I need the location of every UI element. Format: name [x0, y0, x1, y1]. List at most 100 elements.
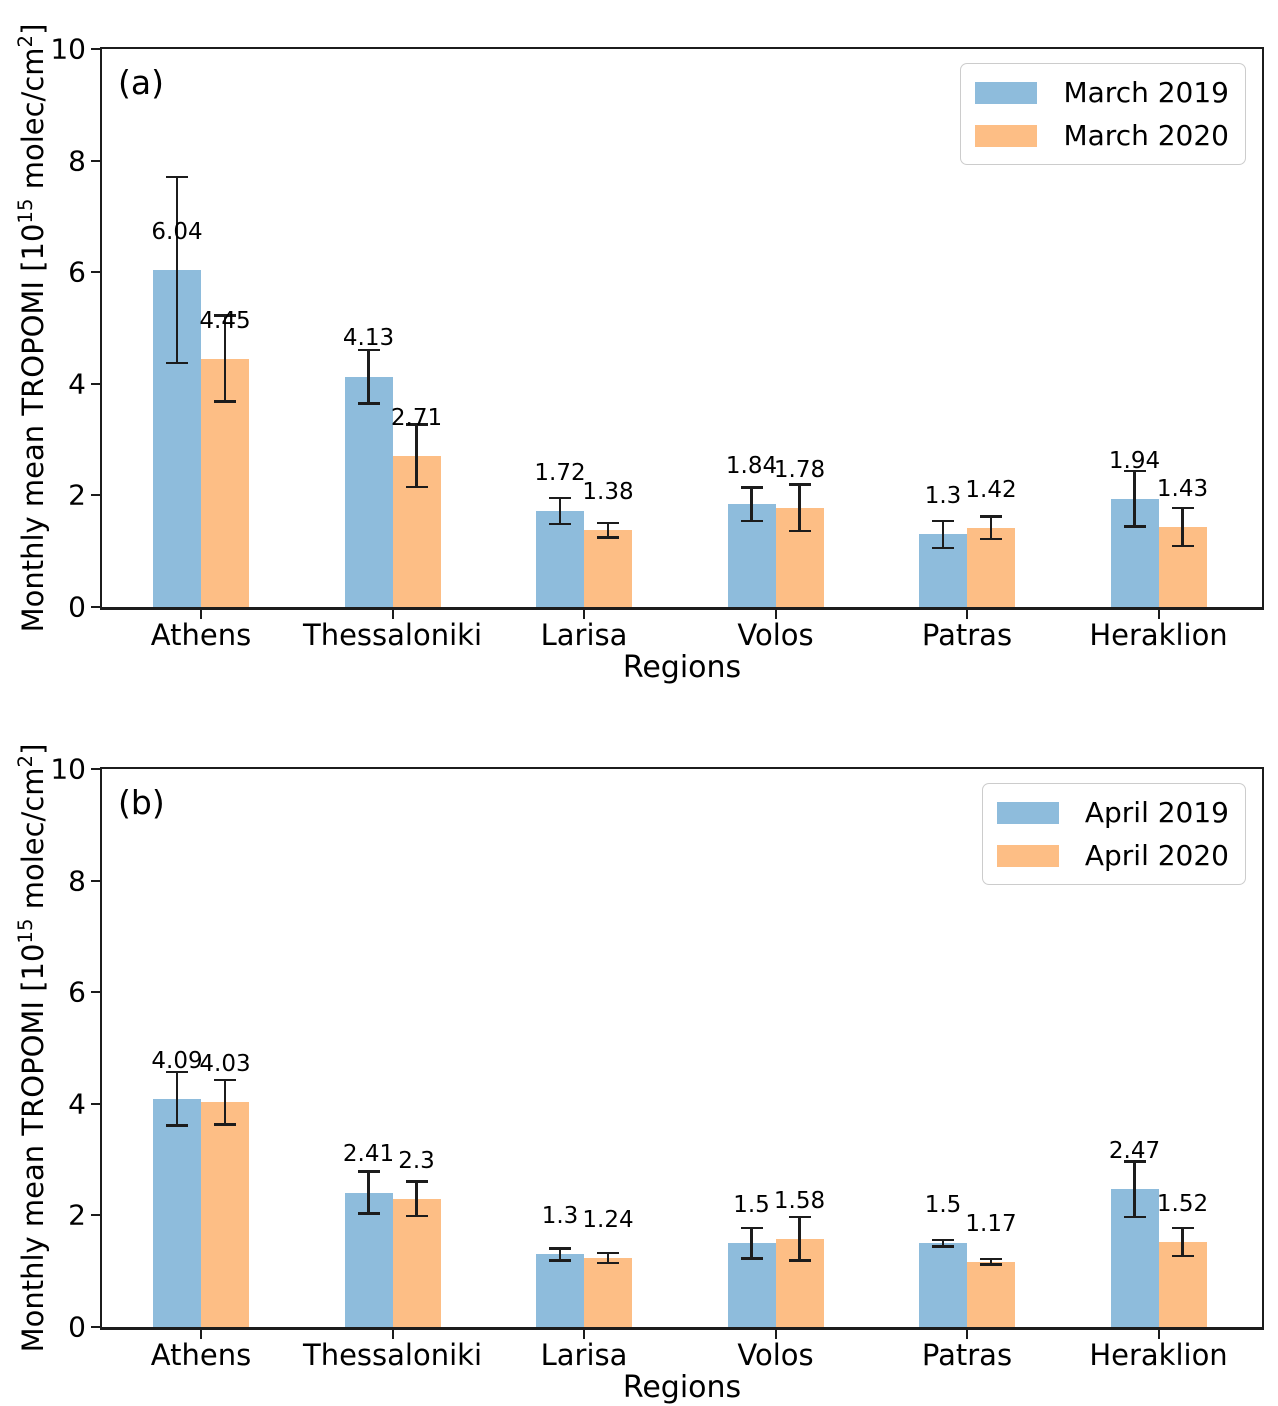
error-bar-cap-top: [788, 483, 811, 486]
error-bar-cap-bottom: [405, 1214, 428, 1218]
error-bar-cap-bottom: [357, 402, 380, 405]
error-bar-line: [223, 1079, 227, 1125]
y-axis-tick: [91, 1214, 100, 1217]
panel-b-plot-area: (b) Monthly mean TROPOMI [1015 molec/cm2…: [14, 744, 1264, 1405]
panel-b-legend: April 2019 April 2020: [981, 783, 1246, 885]
legend-label: April 2019: [1084, 796, 1229, 829]
error-bar-cap-top: [214, 314, 236, 317]
y-axis-tick: [91, 494, 100, 497]
y-tick-label: 10: [50, 32, 86, 66]
legend-swatch: [975, 124, 1038, 147]
error-bar-cap-bottom: [405, 485, 428, 489]
y-axis-tick: [91, 768, 100, 770]
error-bar-line: [750, 1228, 753, 1259]
error-bar-cap-top: [357, 348, 380, 352]
y-tick-label: 4: [68, 367, 86, 401]
error-bar-line: [1133, 1161, 1136, 1218]
bar-value-label: 1.94: [1108, 447, 1161, 474]
error-bar-line: [941, 521, 945, 548]
x-axis-tick: [774, 1330, 777, 1339]
bar-value-label: 4.45: [199, 307, 251, 334]
y-tick-label: 0: [68, 1310, 86, 1344]
x-tick-label: Heraklion: [1089, 618, 1228, 652]
bar-value-label: 1.58: [773, 1187, 826, 1214]
legend-swatch: [996, 801, 1059, 824]
bar: [584, 1257, 632, 1327]
x-tick-label: Larisa: [540, 1338, 628, 1372]
x-tick-label: Heraklion: [1089, 1338, 1228, 1372]
legend-label: April 2020: [1084, 839, 1229, 872]
error-bar-line: [1133, 470, 1136, 527]
bar-value-label: 1.43: [1156, 476, 1209, 503]
x-axis-tick: [1157, 610, 1160, 619]
error-bar-line: [175, 176, 179, 364]
error-bar-line: [1181, 508, 1184, 547]
error-bar-cap-top: [597, 521, 619, 524]
y-tick-label: 8: [68, 864, 86, 898]
error-bar-cap-bottom: [1171, 1254, 1194, 1258]
legend-entry: March 2020: [975, 119, 1229, 152]
x-tick-label: Athens: [150, 618, 252, 652]
bar-value-label: 2.3: [398, 1147, 435, 1174]
bar-value-label: 6.04: [151, 218, 203, 245]
bar-value-label: 1.84: [725, 453, 778, 480]
x-tick-label: Thessaloniki: [302, 1338, 482, 1372]
error-bar-cap-top: [1123, 469, 1146, 473]
bar: [201, 1102, 249, 1327]
y-axis-tick: [91, 606, 100, 608]
bar-value-label: 4.03: [199, 1051, 251, 1078]
error-bar-cap-bottom: [166, 1124, 188, 1127]
bar: [344, 376, 393, 607]
error-bar-cap-top: [1123, 1160, 1146, 1163]
x-tick-label: Larisa: [540, 618, 628, 652]
panel-b-y-axis-label: Monthly mean TROPOMI [1015 molec/cm2]: [14, 743, 50, 1353]
y-axis-tick: [91, 991, 100, 994]
legend-label: March 2019: [1063, 76, 1229, 109]
y-axis-tick: [91, 48, 100, 50]
error-bar-line: [415, 1181, 418, 1216]
bar-value-label: 2.71: [390, 404, 443, 431]
error-bar-cap-bottom: [357, 1212, 380, 1215]
error-bar-cap-top: [549, 1247, 571, 1250]
error-bar-cap-bottom: [549, 522, 571, 526]
error-bar-line: [1181, 1228, 1184, 1257]
error-bar-line: [941, 1239, 945, 1247]
error-bar-cap-top: [980, 515, 1002, 518]
x-tick-label: Volos: [737, 618, 814, 652]
error-bar-line: [989, 1258, 993, 1265]
legend-swatch: [975, 81, 1038, 104]
error-bar-cap-bottom: [788, 1259, 811, 1262]
x-axis-tick: [583, 1330, 585, 1339]
bar: [536, 511, 584, 607]
x-axis-tick: [391, 1330, 394, 1339]
bar-value-label: 1.17: [965, 1210, 1017, 1237]
error-bar-line: [175, 1072, 179, 1126]
bar-value-label: 1.5: [733, 1192, 770, 1219]
error-bar-line: [750, 487, 753, 522]
x-axis-tick: [966, 1330, 968, 1339]
panel-a-x-axis-label: Regions: [622, 650, 742, 685]
error-bar-line: [367, 349, 370, 404]
bar-value-label: 1.38: [582, 478, 634, 505]
panel-a-y-axis-label: Monthly mean TROPOMI [1015 molec/cm2]: [14, 23, 50, 633]
error-bar-cap-top: [405, 1180, 428, 1183]
y-axis-tick: [91, 159, 100, 162]
y-tick-label: 0: [68, 590, 86, 624]
y-axis-tick: [91, 1326, 100, 1328]
error-bar-cap-top: [166, 175, 188, 179]
legend-label: March 2020: [1063, 119, 1229, 152]
error-bar-cap-top: [214, 1078, 236, 1082]
panel-b-letter: (b): [118, 783, 165, 822]
legend-swatch: [996, 844, 1059, 867]
error-bar-cap-top: [740, 486, 763, 489]
bar-value-label: 1.3: [541, 1203, 579, 1230]
y-tick-label: 2: [68, 478, 86, 512]
bar-value-label: 1.5: [924, 1192, 962, 1219]
bar-value-label: 1.72: [534, 459, 586, 486]
error-bar-line: [798, 484, 801, 532]
error-bar-line: [798, 1217, 801, 1261]
bar: [392, 1198, 441, 1327]
error-bar-line: [558, 498, 562, 524]
error-bar-cap-top: [597, 1251, 619, 1255]
